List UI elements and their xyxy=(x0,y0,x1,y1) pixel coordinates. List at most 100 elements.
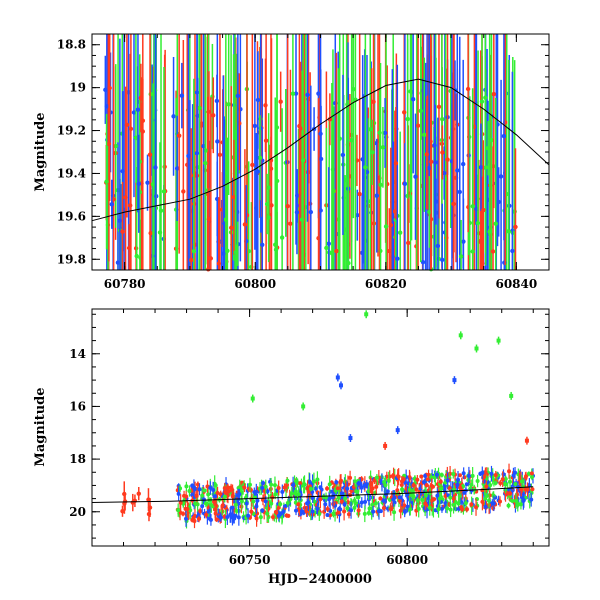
data-point xyxy=(491,501,496,506)
data-point xyxy=(447,486,452,491)
data-point xyxy=(515,485,520,490)
data-point xyxy=(115,260,121,265)
data-point xyxy=(235,93,241,99)
data-point xyxy=(188,257,194,263)
data-point xyxy=(429,498,434,503)
data-point xyxy=(378,496,383,501)
data-point xyxy=(424,152,430,157)
data-point xyxy=(481,207,486,213)
data-point xyxy=(524,474,529,479)
data-point xyxy=(270,495,275,500)
data-point xyxy=(315,506,320,511)
data-point xyxy=(358,481,363,486)
data-point xyxy=(451,201,456,207)
data-point xyxy=(251,499,256,504)
data-point xyxy=(120,509,125,514)
data-point xyxy=(123,195,128,200)
data-point xyxy=(252,490,257,495)
data-point xyxy=(325,486,330,491)
data-point xyxy=(448,495,453,500)
data-point xyxy=(427,209,432,215)
data-point xyxy=(257,155,263,160)
data-point xyxy=(491,91,497,97)
outlier-point xyxy=(338,383,343,388)
data-point xyxy=(529,475,534,480)
data-point xyxy=(484,484,489,489)
data-point xyxy=(453,500,458,505)
data-point xyxy=(285,500,290,505)
data-point xyxy=(286,513,291,518)
data-point xyxy=(355,212,360,218)
data-point xyxy=(463,501,468,506)
data-point xyxy=(176,133,182,138)
data-point xyxy=(318,485,323,490)
data-point xyxy=(426,165,432,171)
data-point xyxy=(316,236,321,241)
outlier-point xyxy=(383,443,388,448)
data-point xyxy=(529,497,534,502)
data-point xyxy=(278,99,283,104)
data-point xyxy=(342,509,347,514)
outlier-point xyxy=(364,312,369,317)
outlier-point xyxy=(348,436,353,441)
data-point xyxy=(415,123,421,128)
x-tick-label: 60820 xyxy=(365,277,407,291)
data-point xyxy=(493,472,498,477)
data-point xyxy=(296,492,301,497)
data-point xyxy=(197,105,202,111)
data-point xyxy=(208,517,213,522)
data-point xyxy=(184,484,189,489)
data-point xyxy=(218,492,223,497)
data-point xyxy=(247,482,252,487)
data-point xyxy=(215,490,220,495)
data-point xyxy=(368,481,373,486)
data-point xyxy=(215,139,220,144)
data-point xyxy=(299,509,304,514)
data-point xyxy=(500,477,505,482)
data-point xyxy=(484,494,489,499)
data-point xyxy=(298,126,303,131)
data-point xyxy=(327,482,332,487)
data-point xyxy=(276,486,281,491)
data-point xyxy=(402,509,407,514)
data-point xyxy=(515,502,520,507)
data-point xyxy=(490,249,496,254)
data-point xyxy=(507,469,512,474)
data-point xyxy=(513,224,518,230)
data-point xyxy=(382,480,387,485)
data-point xyxy=(415,477,420,482)
outlier-point xyxy=(474,346,479,351)
data-point xyxy=(470,204,476,209)
data-point xyxy=(104,179,109,184)
bottom-panel-frame xyxy=(91,308,550,547)
data-point xyxy=(373,501,378,506)
data-point xyxy=(261,480,266,485)
data-point xyxy=(201,497,206,502)
data-point xyxy=(218,514,223,519)
bottom-panel: 60750 60800 14 16 18 20 Magnitude HJD−2400000 xyxy=(33,308,550,587)
data-point xyxy=(405,116,410,122)
data-point xyxy=(304,509,309,514)
data-point xyxy=(145,180,150,185)
data-point xyxy=(348,475,353,480)
data-point xyxy=(501,133,507,139)
data-point xyxy=(519,487,524,492)
data-point xyxy=(366,510,371,515)
data-point xyxy=(263,499,268,504)
data-point xyxy=(296,502,301,507)
bottom-panel-ticks: 60750 60800 14 16 18 20 xyxy=(69,309,549,567)
data-point xyxy=(134,253,139,259)
bottom-panel-xlabel: HJD−2400000 xyxy=(268,572,372,587)
data-point xyxy=(223,217,229,222)
data-point xyxy=(423,501,428,506)
data-point xyxy=(138,95,144,101)
data-point xyxy=(397,230,403,235)
data-point xyxy=(410,97,416,102)
data-point xyxy=(293,91,299,96)
data-point xyxy=(503,482,508,487)
data-point xyxy=(179,93,185,98)
data-point xyxy=(337,136,342,141)
data-point xyxy=(466,473,471,478)
data-point xyxy=(493,480,498,485)
data-point xyxy=(217,152,223,157)
